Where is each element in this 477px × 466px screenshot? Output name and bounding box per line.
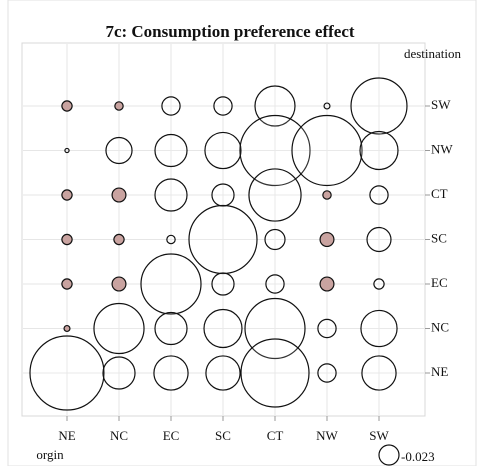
bubble (61, 278, 73, 290)
y-tick-label: NC (431, 319, 449, 334)
x-tick-label: NW (316, 428, 338, 443)
bubble (361, 355, 397, 391)
bubble (61, 189, 73, 201)
y-tick-label: SW (431, 97, 451, 112)
bubble (111, 187, 127, 203)
chart-title: 7c: Consumption preference effect (105, 22, 354, 41)
bubble (29, 335, 105, 411)
x-axis-title: orgin (36, 447, 64, 462)
legend-bubble (378, 444, 400, 466)
bubble (359, 130, 399, 171)
bubble (64, 147, 70, 154)
y-tick-label: SC (431, 230, 447, 245)
x-tick-label: CT (267, 428, 284, 443)
bubble (323, 102, 331, 110)
bubble (319, 231, 335, 248)
bubble (265, 274, 285, 294)
bubble (244, 297, 306, 360)
bubble (350, 77, 408, 135)
y-tick-label: NE (431, 364, 448, 379)
bubble (264, 228, 286, 251)
bubble (317, 318, 337, 339)
bubble (204, 131, 242, 170)
bubble (153, 355, 189, 391)
bubble (205, 355, 241, 391)
bubble (61, 100, 73, 112)
bubble (188, 204, 258, 275)
bubble (105, 136, 133, 165)
bubble (154, 311, 188, 346)
y-tick-label: EC (431, 275, 448, 290)
bubble (102, 356, 136, 390)
bubble (291, 114, 363, 187)
bubble (114, 101, 124, 111)
bubble (211, 183, 235, 207)
bubble (154, 178, 188, 212)
bubble (63, 324, 71, 333)
bubble (239, 114, 311, 187)
bubble (254, 85, 296, 127)
bubble (203, 308, 243, 349)
bubble (319, 276, 335, 292)
bubble (373, 278, 385, 290)
bubble (154, 133, 188, 168)
bubble (140, 253, 202, 315)
bubble (213, 96, 233, 116)
bubble (317, 363, 337, 383)
bubble (161, 96, 181, 116)
x-tick-label: SW (369, 428, 389, 443)
bubble (248, 168, 302, 222)
bubble (369, 185, 389, 205)
y-tick-label: CT (431, 186, 448, 201)
y-tick-label: NW (431, 141, 453, 156)
legend-label: -0.023 (401, 449, 435, 464)
bubble (111, 276, 127, 292)
y-axis-title: destination (404, 46, 462, 61)
bubble (93, 302, 145, 355)
bubble (360, 309, 398, 348)
bubble (113, 233, 125, 246)
x-tick-label: SC (215, 428, 231, 443)
x-tick-label: NE (58, 428, 75, 443)
bubble (322, 190, 332, 200)
bubble (166, 234, 176, 245)
bubble (366, 226, 392, 253)
bubble (61, 233, 73, 246)
bubble (211, 272, 235, 296)
x-tick-label: NC (110, 428, 128, 443)
x-tick-label: EC (163, 428, 180, 443)
bubble (240, 338, 310, 408)
